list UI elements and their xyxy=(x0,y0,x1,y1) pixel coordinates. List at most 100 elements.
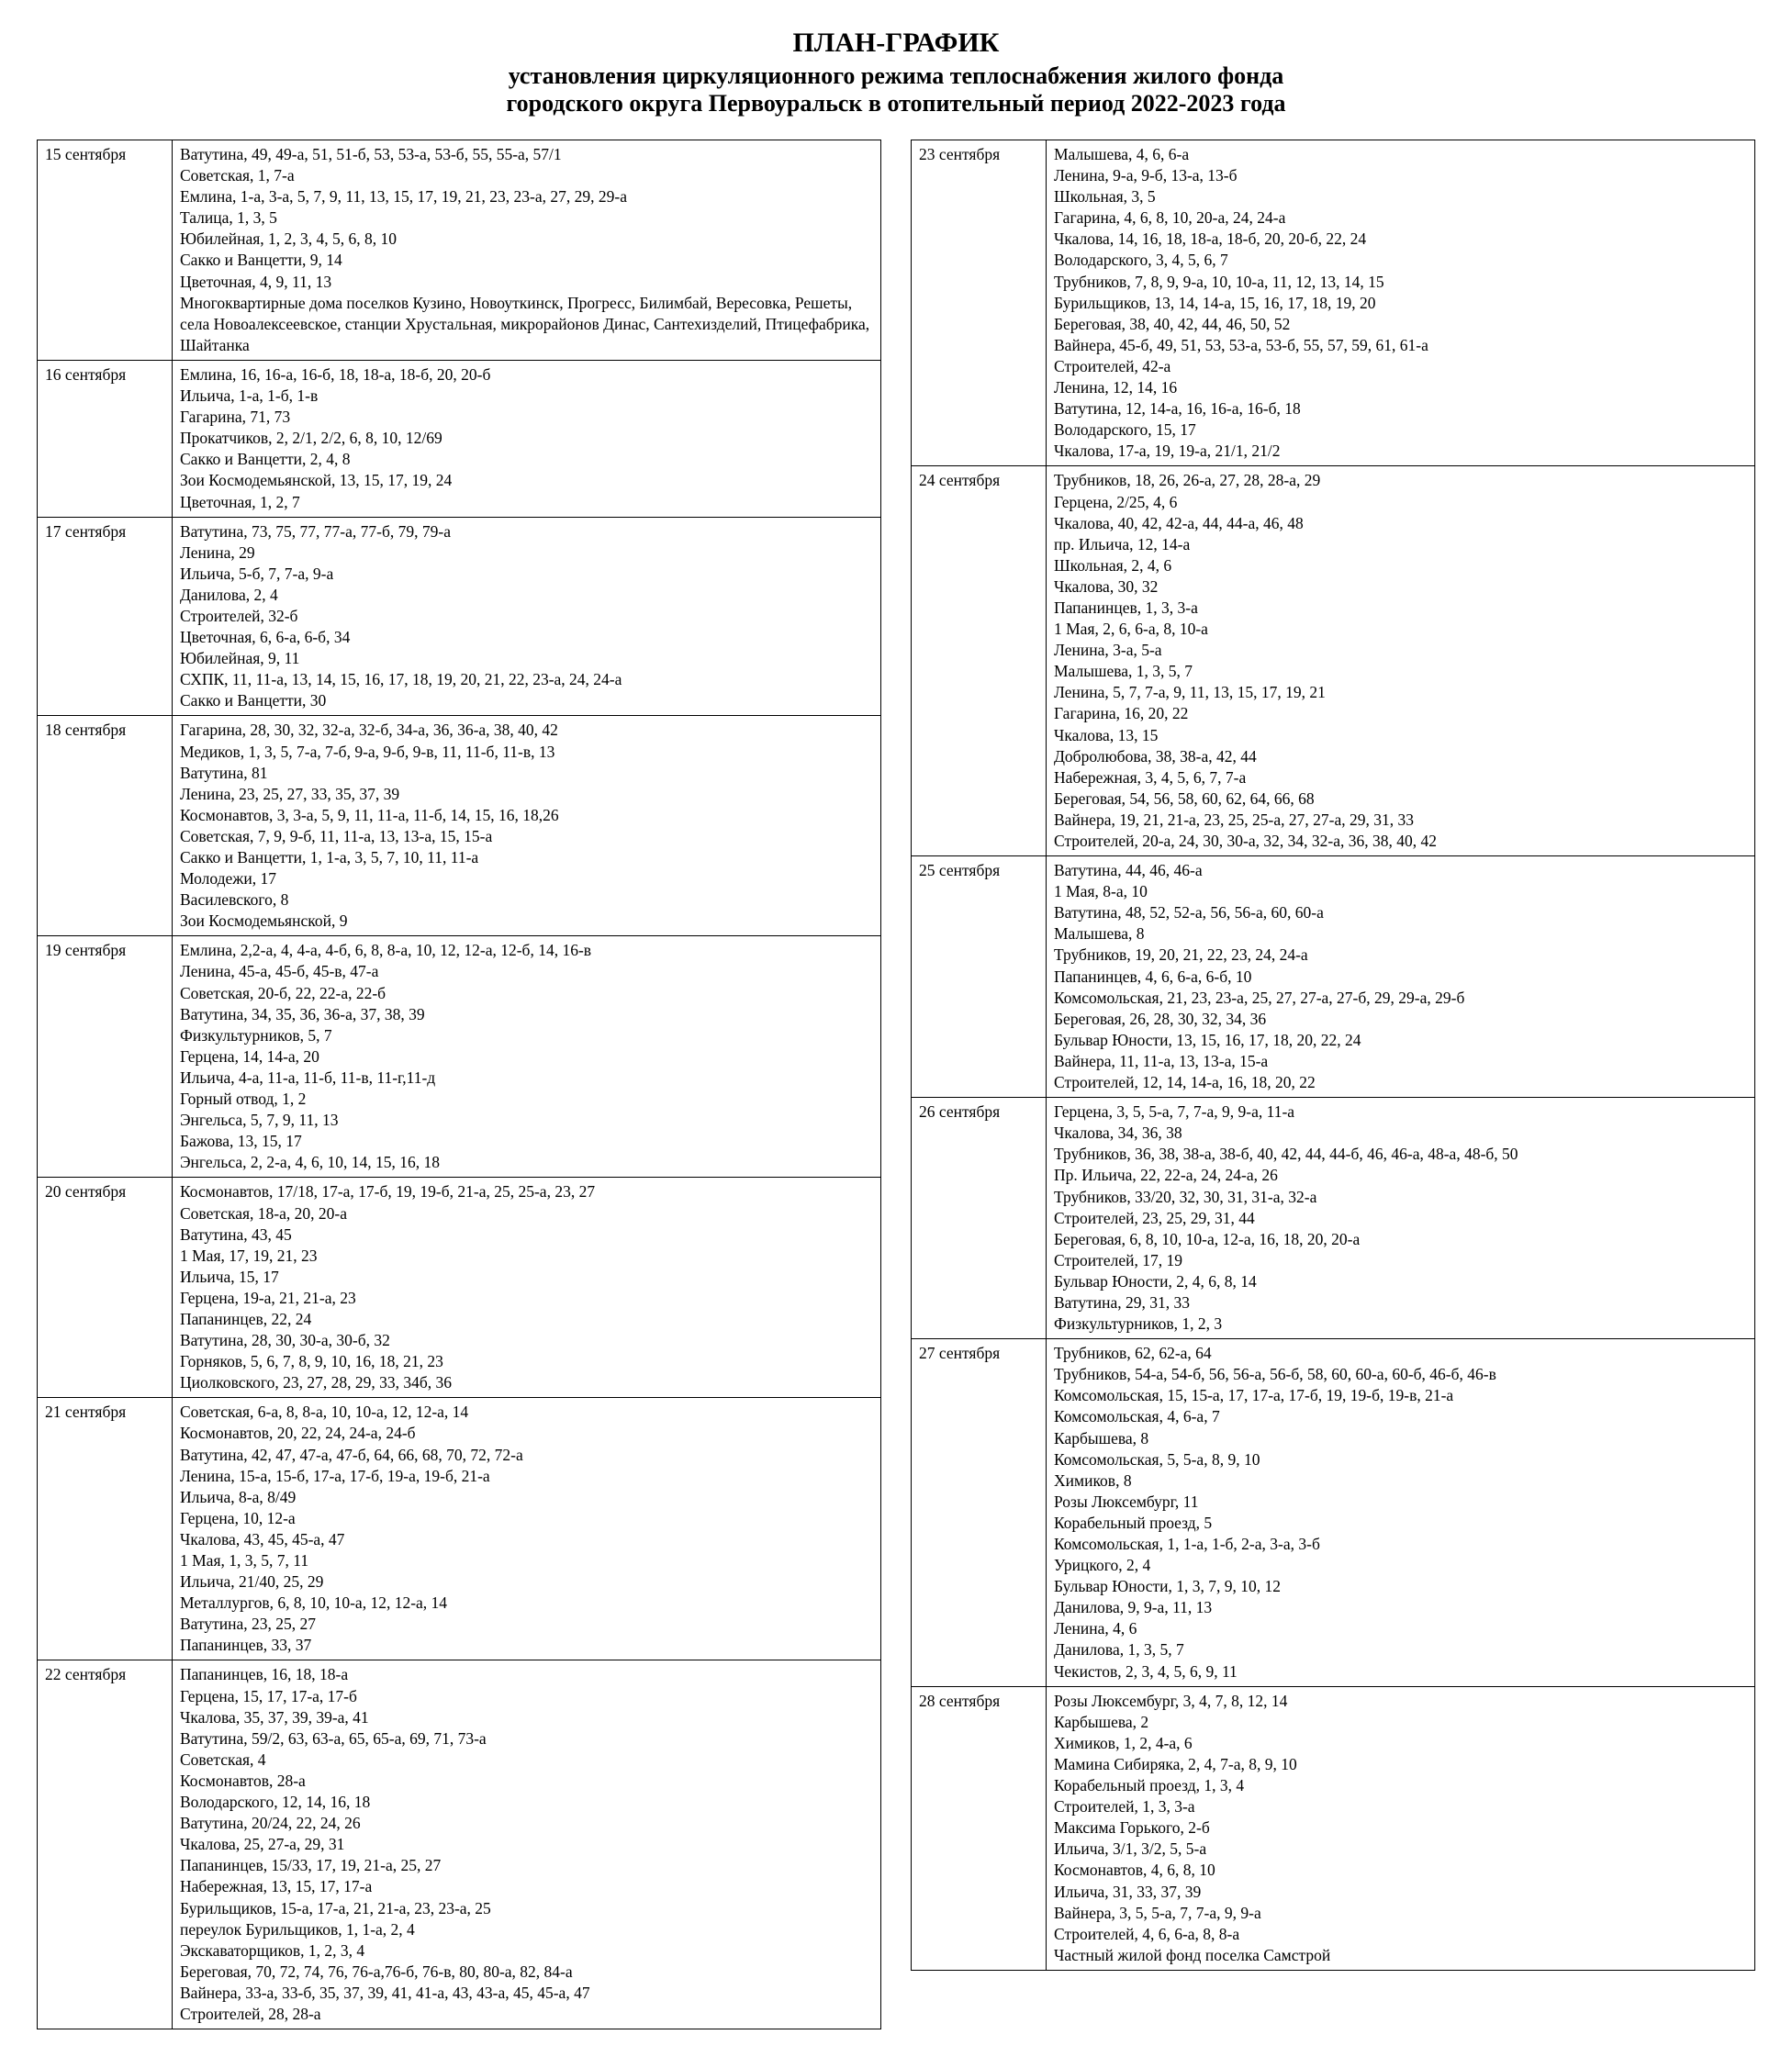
address-line: Вайнера, 3, 5, 5-а, 7, 7-а, 9, 9-а xyxy=(1054,1903,1747,1924)
address-line: Гагарина, 16, 20, 22 xyxy=(1054,703,1747,724)
address-line: Чекистов, 2, 3, 4, 5, 6, 9, 11 xyxy=(1054,1661,1747,1682)
address-line: Бурильщиков, 15-а, 17-а, 21, 21-а, 23, 2… xyxy=(180,1898,873,1919)
address-line: Емлина, 16, 16-а, 16-б, 18, 18-а, 18-б, … xyxy=(180,364,873,386)
address-line: Комсомольская, 15, 15-а, 17, 17-а, 17-б,… xyxy=(1054,1385,1747,1406)
address-line: Строителей, 28, 28-а xyxy=(180,2004,873,2025)
address-line: Ватутина, 48, 52, 52-а, 56, 56-а, 60, 60… xyxy=(1054,902,1747,923)
address-line: Трубников, 19, 20, 21, 22, 23, 24, 24-а xyxy=(1054,945,1747,966)
title-line-1: ПЛАН-ГРАФИК xyxy=(37,28,1755,59)
address-line: Советская, 1, 7-а xyxy=(180,165,873,186)
address-line: Металлургов, 6, 8, 10, 10-а, 12, 12-а, 1… xyxy=(180,1593,873,1614)
address-cell: Советская, 6-а, 8, 8-а, 10, 10-а, 12, 12… xyxy=(173,1398,881,1660)
address-line: Юбилейная, 1, 2, 3, 4, 5, 6, 8, 10 xyxy=(180,229,873,250)
address-line: Прокатчиков, 2, 2/1, 2/2, 6, 8, 10, 12/6… xyxy=(180,428,873,449)
address-line: Комсомольская, 5, 5-а, 8, 9, 10 xyxy=(1054,1449,1747,1470)
address-line: Советская, 18-а, 20, 20-а xyxy=(180,1203,873,1224)
address-line: 1 Мая, 17, 19, 21, 23 xyxy=(180,1246,873,1267)
address-line: Строителей, 1, 3, 3-а xyxy=(1054,1796,1747,1817)
schedule-row: 17 сентябряВатутина, 73, 75, 77, 77-а, 7… xyxy=(38,517,881,716)
address-line: Чкалова, 17-а, 19, 19-а, 21/1, 21/2 xyxy=(1054,441,1747,462)
address-line: Космонавтов, 20, 22, 24, 24-а, 24-б xyxy=(180,1423,873,1444)
address-line: Папанинцев, 15/33, 17, 19, 21-а, 25, 27 xyxy=(180,1855,873,1876)
date-cell: 25 сентября xyxy=(912,856,1047,1098)
address-line: Данилова, 1, 3, 5, 7 xyxy=(1054,1639,1747,1660)
address-line: Чкалова, 43, 45, 45-а, 47 xyxy=(180,1529,873,1550)
address-line: Ильича, 5-б, 7, 7-а, 9-а xyxy=(180,564,873,585)
address-line: Урицкого, 2, 4 xyxy=(1054,1555,1747,1576)
address-line: Советская, 6-а, 8, 8-а, 10, 10-а, 12, 12… xyxy=(180,1402,873,1423)
schedule-row: 26 сентябряГерцена, 3, 5, 5-а, 7, 7-а, 9… xyxy=(912,1098,1755,1339)
address-line: Юбилейная, 9, 11 xyxy=(180,648,873,669)
schedule-row: 15 сентябряВатутина, 49, 49-а, 51, 51-б,… xyxy=(38,140,881,361)
address-line: Герцена, 2/25, 4, 6 xyxy=(1054,492,1747,513)
address-cell: Трубников, 18, 26, 26-а, 27, 28, 28-а, 2… xyxy=(1047,466,1755,856)
address-line: Вайнера, 19, 21, 21-а, 23, 25, 25-а, 27,… xyxy=(1054,810,1747,831)
schedule-row: 22 сентябряПапанинцев, 16, 18, 18-аГерце… xyxy=(38,1660,881,2029)
address-line: Данилова, 9, 9-а, 11, 13 xyxy=(1054,1597,1747,1618)
address-line: Комсомольская, 21, 23, 23-а, 25, 27, 27-… xyxy=(1054,988,1747,1009)
address-line: Трубников, 54-а, 54-б, 56, 56-а, 56-б, 5… xyxy=(1054,1364,1747,1385)
address-line: Береговая, 38, 40, 42, 44, 46, 50, 52 xyxy=(1054,314,1747,335)
address-line: Чкалова, 14, 16, 18, 18-а, 18-б, 20, 20-… xyxy=(1054,229,1747,250)
address-line: Розы Люксембург, 11 xyxy=(1054,1492,1747,1513)
date-cell: 24 сентября xyxy=(912,466,1047,856)
address-line: Данилова, 2, 4 xyxy=(180,585,873,606)
date-cell: 18 сентября xyxy=(38,716,173,936)
address-line: Ватутина, 43, 45 xyxy=(180,1224,873,1246)
address-line: Гагарина, 28, 30, 32, 32-а, 32-б, 34-а, … xyxy=(180,720,873,741)
address-line: Строителей, 20-а, 24, 30, 30-а, 32, 34, … xyxy=(1054,831,1747,852)
address-line: Советская, 4 xyxy=(180,1750,873,1771)
address-line: Бурильщиков, 13, 14, 14-а, 15, 16, 17, 1… xyxy=(1054,293,1747,314)
address-line: Ватутина, 12, 14-а, 16, 16-а, 16-б, 18 xyxy=(1054,398,1747,419)
address-line: Ильича, 31, 33, 37, 39 xyxy=(1054,1882,1747,1903)
date-cell: 17 сентября xyxy=(38,517,173,716)
address-line: Ленина, 15-а, 15-б, 17-а, 17-б, 19-а, 19… xyxy=(180,1466,873,1487)
schedule-row: 23 сентябряМалышева, 4, 6, 6-аЛенина, 9-… xyxy=(912,140,1755,466)
address-line: СХПК, 11, 11-а, 13, 14, 15, 16, 17, 18, … xyxy=(180,669,873,690)
address-line: Вайнера, 45-б, 49, 51, 53, 53-а, 53-б, 5… xyxy=(1054,335,1747,356)
address-line: Ильича, 4-а, 11-а, 11-б, 11-в, 11-г,11-д xyxy=(180,1068,873,1089)
address-line: Карбышева, 2 xyxy=(1054,1712,1747,1733)
address-line: Советская, 7, 9, 9-б, 11, 11-а, 13, 13-а… xyxy=(180,826,873,847)
address-line: Горняков, 5, 6, 7, 8, 9, 10, 16, 18, 21,… xyxy=(180,1351,873,1372)
address-line: Ильича, 3/1, 3/2, 5, 5-а xyxy=(1054,1839,1747,1860)
address-line: 1 Мая, 1, 3, 5, 7, 11 xyxy=(180,1550,873,1571)
address-cell: Трубников, 62, 62-а, 64Трубников, 54-а, … xyxy=(1047,1339,1755,1687)
address-line: Ильича, 15, 17 xyxy=(180,1267,873,1288)
address-line: Ленина, 45-а, 45-б, 45-в, 47-а xyxy=(180,961,873,982)
schedule-row: 20 сентябряКосмонавтов, 17/18, 17-а, 17-… xyxy=(38,1178,881,1398)
address-line: 1 Мая, 2, 6, 6-а, 8, 10-а xyxy=(1054,619,1747,640)
address-line: Емлина, 1-а, 3-а, 5, 7, 9, 11, 13, 15, 1… xyxy=(180,186,873,207)
address-line: Строителей, 17, 19 xyxy=(1054,1250,1747,1271)
address-line: Физкультурников, 5, 7 xyxy=(180,1025,873,1046)
address-line: пр. Ильича, 12, 14-а xyxy=(1054,534,1747,555)
address-line: переулок Бурильщиков, 1, 1-а, 2, 4 xyxy=(180,1919,873,1940)
address-line: Частный жилой фонд поселка Самстрой xyxy=(1054,1945,1747,1966)
address-line: Трубников, 33/20, 32, 30, 31, 31-а, 32-а xyxy=(1054,1187,1747,1208)
address-line: Герцена, 14, 14-а, 20 xyxy=(180,1046,873,1068)
address-line: Папанинцев, 16, 18, 18-а xyxy=(180,1664,873,1685)
address-cell: Емлина, 2,2-а, 4, 4-а, 4-б, 6, 8, 8-а, 1… xyxy=(173,936,881,1178)
date-cell: 16 сентября xyxy=(38,360,173,517)
address-line: Ватутина, 44, 46, 46-а xyxy=(1054,860,1747,881)
address-line: Строителей, 32-б xyxy=(180,606,873,627)
address-line: Зои Космодемьянской, 9 xyxy=(180,911,873,932)
address-line: Цветочная, 4, 9, 11, 13 xyxy=(180,272,873,293)
address-line: Емлина, 2,2-а, 4, 4-а, 4-б, 6, 8, 8-а, 1… xyxy=(180,940,873,961)
address-line: Володарского, 15, 17 xyxy=(1054,419,1747,441)
schedule-table-left: 15 сентябряВатутина, 49, 49-а, 51, 51-б,… xyxy=(37,140,881,2029)
address-line: Корабельный проезд, 1, 3, 4 xyxy=(1054,1775,1747,1796)
address-line: Школьная, 2, 4, 6 xyxy=(1054,555,1747,576)
address-line: Папанинцев, 1, 3, 3-а xyxy=(1054,598,1747,619)
address-line: Вайнера, 33-а, 33-б, 35, 37, 39, 41, 41-… xyxy=(180,1983,873,2004)
address-cell: Гагарина, 28, 30, 32, 32-а, 32-б, 34-а, … xyxy=(173,716,881,936)
address-line: Цветочная, 6, 6-а, 6-б, 34 xyxy=(180,627,873,648)
address-line: Ильича, 1-а, 1-б, 1-в xyxy=(180,386,873,407)
address-line: Бульвар Юности, 13, 15, 16, 17, 18, 20, … xyxy=(1054,1030,1747,1051)
address-line: Ленина, 5, 7, 7-а, 9, 11, 13, 15, 17, 19… xyxy=(1054,682,1747,703)
address-line: Химиков, 1, 2, 4-а, 6 xyxy=(1054,1733,1747,1754)
date-cell: 23 сентября xyxy=(912,140,1047,466)
address-line: Сакко и Ванцетти, 30 xyxy=(180,690,873,711)
address-line: Энгельса, 2, 2-а, 4, 6, 10, 14, 15, 16, … xyxy=(180,1152,873,1173)
date-cell: 15 сентября xyxy=(38,140,173,361)
